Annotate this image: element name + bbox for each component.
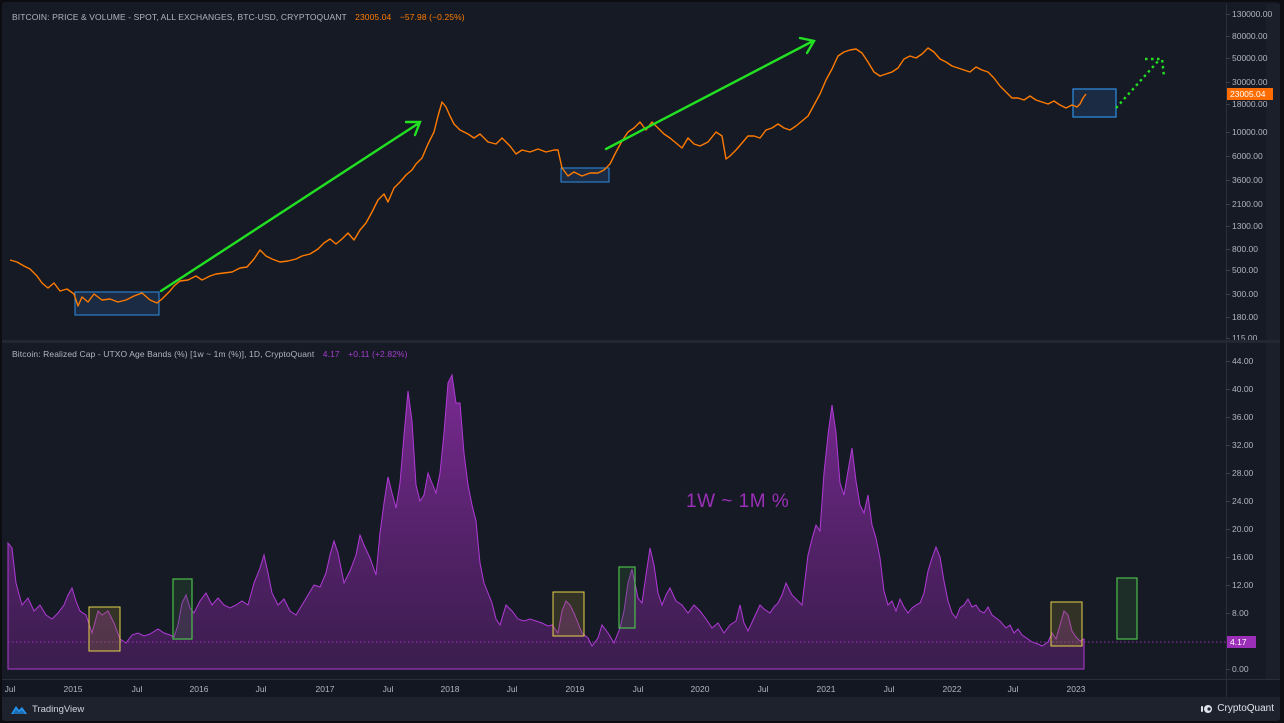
metric-tick: 16.00 bbox=[1225, 552, 1254, 562]
metric-axis-gutter bbox=[1266, 343, 1280, 679]
time-tick: 2016 bbox=[189, 684, 209, 694]
price-legend-change: −57.98 (−0.25%) bbox=[399, 12, 465, 22]
time-tick: 2021 bbox=[816, 684, 836, 694]
metric-tick: 24.00 bbox=[1225, 496, 1254, 506]
cryptoquant-logo[interactable]: CryptoQuant bbox=[1201, 703, 1274, 714]
metric-tick: 36.00 bbox=[1225, 412, 1254, 422]
price-legend-last: 23005.04 bbox=[355, 12, 392, 22]
tradingview-logo[interactable]: TradingView bbox=[10, 703, 84, 715]
time-tick: Jul bbox=[632, 684, 644, 694]
time-tick: 2018 bbox=[440, 684, 460, 694]
price-tick: 30000.00 bbox=[1225, 77, 1268, 87]
cryptoquant-label: CryptoQuant bbox=[1217, 703, 1274, 714]
price-tick: 500.00 bbox=[1226, 265, 1258, 275]
time-tick: Jul bbox=[382, 684, 394, 694]
metric-chart-svg[interactable] bbox=[2, 343, 1280, 679]
metric-tick: 28.00 bbox=[1225, 468, 1254, 478]
time-tick: 2019 bbox=[565, 684, 585, 694]
price-axis-gutter bbox=[1266, 4, 1280, 340]
pane-separator[interactable] bbox=[2, 340, 1280, 343]
price-tick: 300.00 bbox=[1226, 289, 1258, 299]
metric-legend-title: Bitcoin: Realized Cap - UTXO Age Bands (… bbox=[12, 349, 315, 359]
metric-tick: 40.00 bbox=[1225, 384, 1254, 394]
metric-tick: 8.00 bbox=[1226, 608, 1249, 618]
time-tick: Jul bbox=[506, 684, 518, 694]
price-tick: 800.00 bbox=[1226, 244, 1258, 254]
metric-pane[interactable]: Bitcoin: Realized Cap - UTXO Age Bands (… bbox=[2, 343, 1280, 679]
price-tick: 2100.00 bbox=[1226, 199, 1263, 209]
price-line bbox=[9, 47, 1087, 307]
price-legend-title: BITCOIN: PRICE & VOLUME - SPOT, ALL EXCH… bbox=[12, 12, 347, 22]
metric-tick: 20.00 bbox=[1225, 524, 1254, 534]
price-tick: 1300.00 bbox=[1226, 221, 1263, 231]
metric-legend-change: +0.11 (+2.82%) bbox=[348, 349, 408, 359]
time-tick: 2022 bbox=[942, 684, 962, 694]
price-tick: 10000.00 bbox=[1225, 127, 1268, 137]
price-axis-border bbox=[1226, 4, 1227, 340]
price-legend[interactable]: BITCOIN: PRICE & VOLUME - SPOT, ALL EXCH… bbox=[12, 12, 465, 22]
price-chart-svg[interactable] bbox=[2, 4, 1280, 340]
price-tick: 50000.00 bbox=[1225, 53, 1268, 63]
time-tick: Jul bbox=[1007, 684, 1019, 694]
price-tick: 130000.00 bbox=[1225, 9, 1273, 19]
metric-axis-border bbox=[1226, 343, 1227, 679]
green-box-2019 bbox=[618, 566, 636, 629]
time-tick: Jul bbox=[757, 684, 769, 694]
last-price-badge: 23005.04 bbox=[1227, 88, 1273, 100]
time-tick: 2023 bbox=[1066, 684, 1086, 694]
green-box-2023 bbox=[1116, 577, 1138, 640]
time-tick: 2017 bbox=[315, 684, 335, 694]
price-tick: 6000.00 bbox=[1226, 151, 1263, 161]
metric-tick: 32.00 bbox=[1225, 440, 1254, 450]
time-tick: 2015 bbox=[63, 684, 83, 694]
time-tick: Jul bbox=[4, 684, 16, 694]
metric-legend[interactable]: Bitcoin: Realized Cap - UTXO Age Bands (… bbox=[12, 349, 408, 359]
cryptoquant-icon bbox=[1201, 704, 1213, 713]
green-box-2016 bbox=[172, 578, 193, 640]
time-axis[interactable]: Jul 2015 Jul 2016 Jul 2017 Jul 2018 Jul … bbox=[2, 679, 1280, 697]
yellow-box-2015 bbox=[88, 606, 121, 652]
tradingview-cloud-icon bbox=[11, 706, 27, 714]
projected-dotted-arrow bbox=[1115, 57, 1166, 109]
uptrend-arrow-1 bbox=[159, 120, 422, 293]
tradingview-label: TradingView bbox=[32, 703, 85, 715]
metric-tick: 0.00 bbox=[1226, 664, 1249, 674]
accumulation-box-2015 bbox=[74, 291, 160, 316]
footer: TradingView CryptoQuant bbox=[2, 697, 1280, 721]
price-tick: 80000.00 bbox=[1225, 31, 1268, 41]
price-pane[interactable]: BITCOIN: PRICE & VOLUME - SPOT, ALL EXCH… bbox=[2, 4, 1280, 343]
time-tick: Jul bbox=[131, 684, 143, 694]
metric-tick: 44.00 bbox=[1225, 356, 1254, 366]
accumulation-box-2023 bbox=[1072, 88, 1117, 118]
time-tick: 2020 bbox=[690, 684, 710, 694]
price-tick: 115.00 bbox=[1225, 333, 1258, 343]
price-tick: 18000.00 bbox=[1225, 99, 1268, 109]
yellow-box-2019 bbox=[552, 591, 585, 637]
time-tick: Jul bbox=[255, 684, 267, 694]
yellow-box-2023 bbox=[1050, 601, 1083, 647]
uptrend-arrow-2 bbox=[604, 36, 816, 151]
time-axis-corner bbox=[1226, 680, 1227, 697]
metric-annotation-text: 1W ~ 1M % bbox=[686, 491, 790, 512]
metric-tick: 12.00 bbox=[1225, 580, 1254, 590]
time-tick: Jul bbox=[883, 684, 895, 694]
price-tick: 180.00 bbox=[1226, 312, 1258, 322]
metric-legend-last: 4.17 bbox=[322, 349, 340, 359]
price-tick: 3600.00 bbox=[1226, 175, 1263, 185]
last-value-badge: 4.17 bbox=[1227, 636, 1256, 648]
metric-area bbox=[7, 373, 1085, 670]
